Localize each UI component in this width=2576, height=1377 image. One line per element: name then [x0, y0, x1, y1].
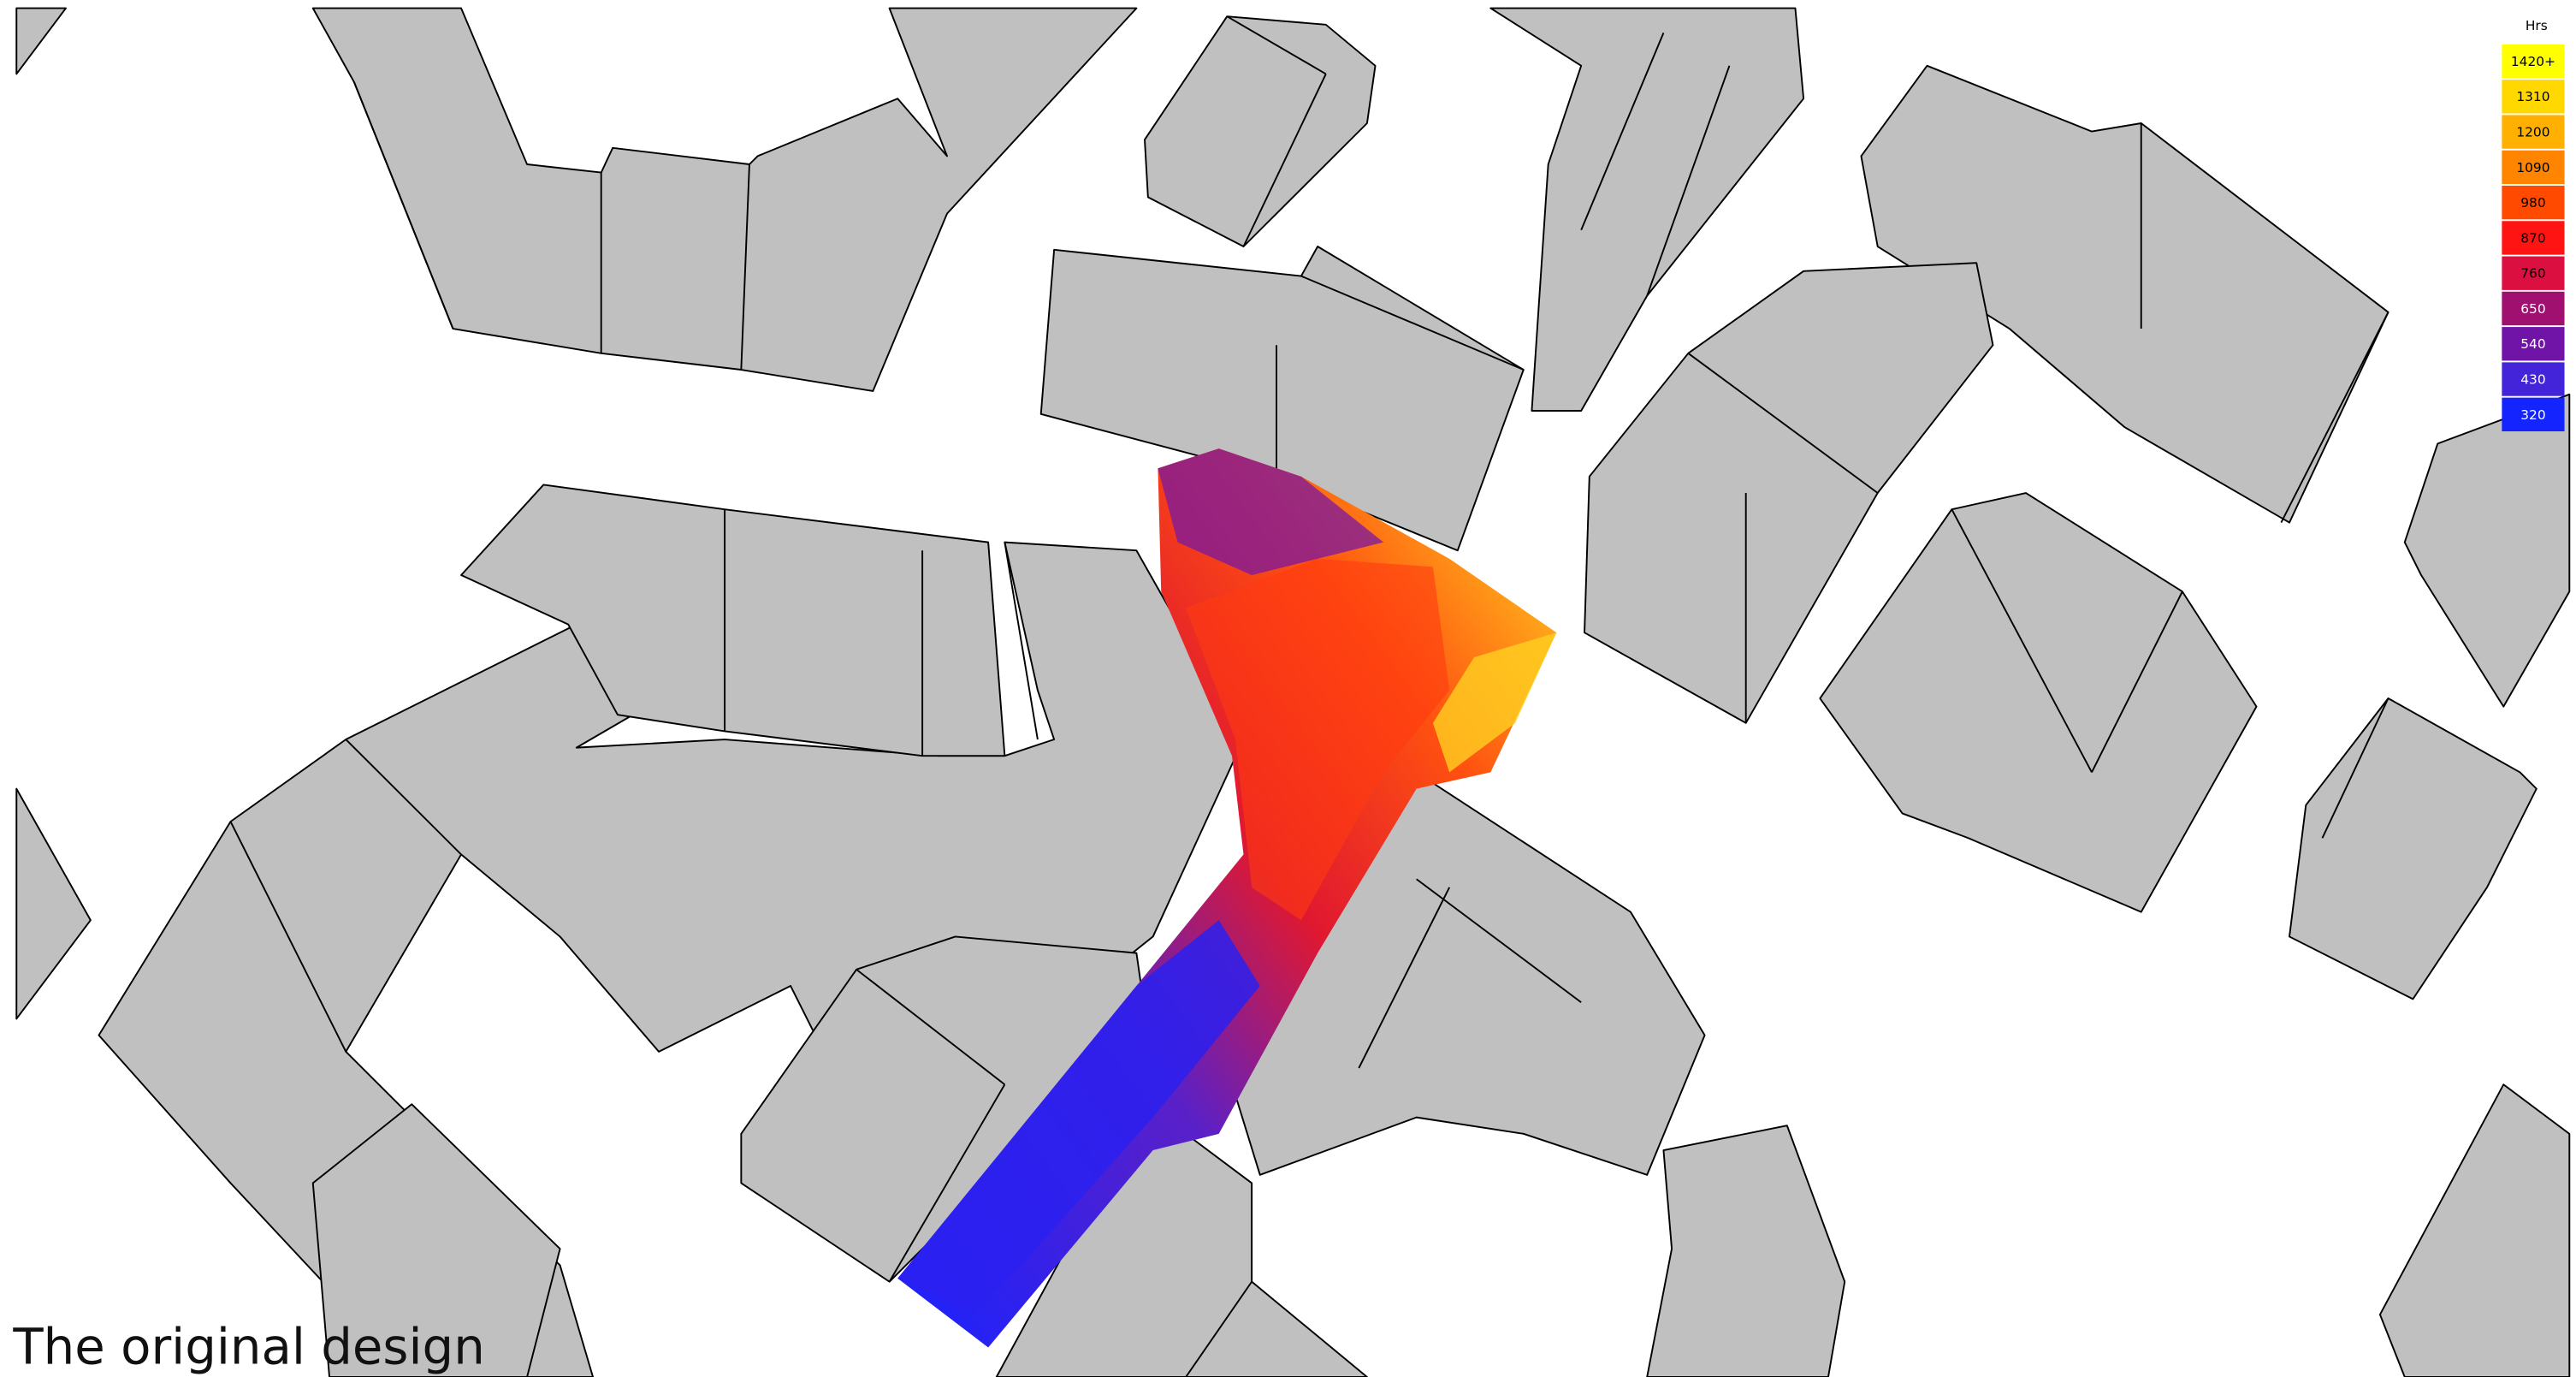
legend-swatch — [2502, 327, 2565, 361]
legend-swatch — [2502, 362, 2565, 396]
legend-swatch — [2502, 221, 2565, 255]
legend-label: 540 — [2520, 336, 2545, 352]
legend: Hrs 1420+ 1310 1200 1090 980 870 760 650 540 430 3… — [2502, 18, 2565, 432]
legend-label: 980 — [2520, 195, 2545, 211]
legend-label: 870 — [2520, 230, 2545, 246]
legend-label: 430 — [2520, 372, 2545, 388]
legend-swatch — [2502, 44, 2565, 79]
legend-label: 1310 — [2516, 89, 2549, 104]
legend-swatch — [2502, 150, 2565, 185]
legend-swatch — [2502, 115, 2565, 149]
legend-label: 320 — [2520, 407, 2545, 423]
legend-label: 1090 — [2516, 160, 2549, 175]
sun-hours-heatmap — [897, 448, 1557, 1348]
caption: The original design — [12, 1318, 484, 1376]
legend-swatch — [2502, 80, 2565, 114]
legend-label: 1420+ — [2511, 54, 2555, 69]
buildings — [15, 7, 2571, 1377]
legend-label: 760 — [2520, 266, 2545, 282]
legend-swatch — [2502, 185, 2565, 220]
legend-swatch — [2502, 397, 2565, 432]
legend-title: Hrs — [2526, 18, 2548, 33]
legend-label: 1200 — [2516, 125, 2549, 140]
legend-swatch — [2502, 256, 2565, 290]
legend-label: 650 — [2520, 301, 2545, 317]
legend-swatch — [2502, 291, 2565, 326]
